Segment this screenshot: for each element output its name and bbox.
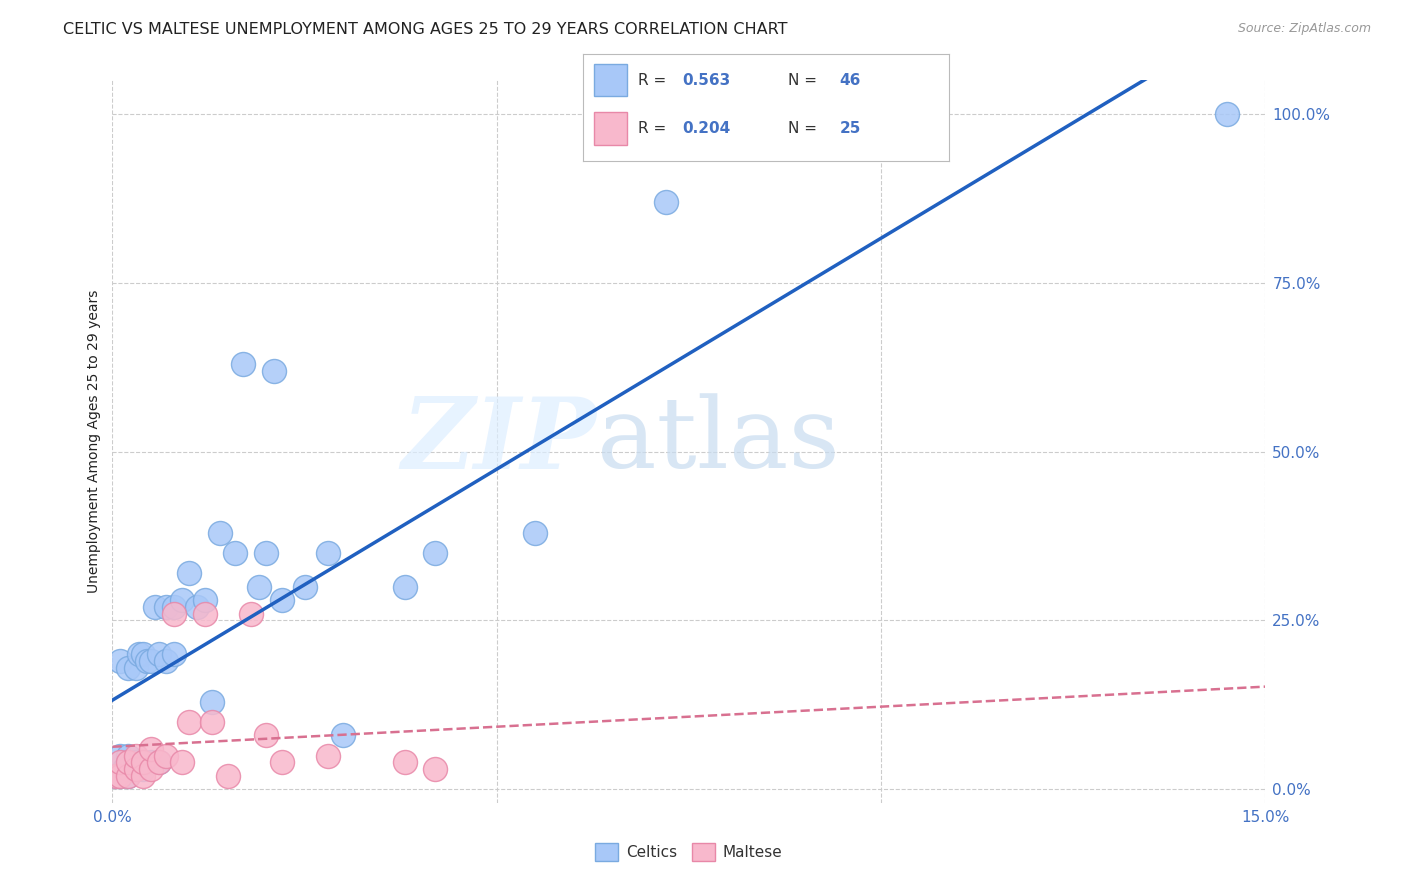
Point — [270, 756, 292, 770]
Point — [170, 593, 193, 607]
Point — [117, 769, 139, 783]
Point — [108, 756, 131, 770]
Point — [209, 525, 232, 540]
Point — [247, 580, 270, 594]
Point — [270, 593, 292, 607]
Point — [148, 756, 170, 770]
Point — [1216, 107, 1239, 121]
Y-axis label: Unemployment Among Ages 25 to 29 years: Unemployment Among Ages 25 to 29 years — [87, 290, 101, 593]
FancyBboxPatch shape — [595, 112, 627, 145]
Point — [117, 748, 139, 763]
Point — [124, 756, 146, 770]
Point — [179, 714, 201, 729]
Point — [132, 756, 155, 770]
Point — [239, 607, 262, 621]
Point — [155, 599, 177, 614]
Point — [163, 607, 186, 621]
Point — [163, 599, 186, 614]
Point — [425, 546, 447, 560]
Point — [294, 580, 316, 594]
Point — [143, 599, 166, 614]
Point — [254, 728, 277, 742]
Text: 25: 25 — [839, 121, 860, 136]
Point — [201, 714, 224, 729]
Point — [108, 769, 131, 783]
Point — [232, 357, 254, 371]
Point — [105, 769, 128, 783]
Point — [316, 546, 339, 560]
Point — [139, 741, 162, 756]
Point — [105, 769, 128, 783]
Text: atlas: atlas — [596, 393, 839, 490]
Point — [132, 762, 155, 776]
Point — [117, 762, 139, 776]
Point — [124, 748, 146, 763]
Point — [108, 654, 131, 668]
Point — [132, 647, 155, 661]
Text: R =: R = — [638, 73, 672, 87]
Point — [394, 756, 416, 770]
Text: 46: 46 — [839, 73, 860, 87]
Text: 0.204: 0.204 — [682, 121, 731, 136]
Point — [655, 194, 678, 209]
Text: ZIP: ZIP — [402, 393, 596, 490]
Text: N =: N = — [789, 73, 823, 87]
Point — [217, 769, 239, 783]
Point — [132, 769, 155, 783]
Point — [124, 762, 146, 776]
Point — [201, 694, 224, 708]
Text: N =: N = — [789, 121, 823, 136]
Point — [194, 593, 217, 607]
Point — [524, 525, 547, 540]
Point — [179, 566, 201, 581]
Point — [139, 654, 162, 668]
Point — [332, 728, 354, 742]
Text: R =: R = — [638, 121, 672, 136]
Text: Source: ZipAtlas.com: Source: ZipAtlas.com — [1237, 22, 1371, 36]
Point — [124, 762, 146, 776]
Point — [194, 607, 217, 621]
Point — [139, 756, 162, 770]
Point — [132, 756, 155, 770]
Text: 0.563: 0.563 — [682, 73, 731, 87]
Point — [139, 762, 162, 776]
Point — [108, 769, 131, 783]
Text: CELTIC VS MALTESE UNEMPLOYMENT AMONG AGES 25 TO 29 YEARS CORRELATION CHART: CELTIC VS MALTESE UNEMPLOYMENT AMONG AGE… — [63, 22, 787, 37]
Point — [155, 654, 177, 668]
Point — [112, 762, 135, 776]
Legend: Celtics, Maltese: Celtics, Maltese — [589, 837, 789, 867]
Point — [124, 661, 146, 675]
Point — [224, 546, 246, 560]
Point — [117, 756, 139, 770]
Point — [425, 762, 447, 776]
Point — [263, 364, 285, 378]
Point — [128, 647, 150, 661]
Point — [117, 769, 139, 783]
Point — [155, 748, 177, 763]
FancyBboxPatch shape — [595, 64, 627, 96]
Point — [108, 748, 131, 763]
Point — [136, 654, 159, 668]
Point — [186, 599, 208, 614]
Point — [148, 756, 170, 770]
Point — [316, 748, 339, 763]
Point — [148, 647, 170, 661]
Point — [394, 580, 416, 594]
Point — [163, 647, 186, 661]
Point — [170, 756, 193, 770]
Point — [117, 661, 139, 675]
Point — [254, 546, 277, 560]
